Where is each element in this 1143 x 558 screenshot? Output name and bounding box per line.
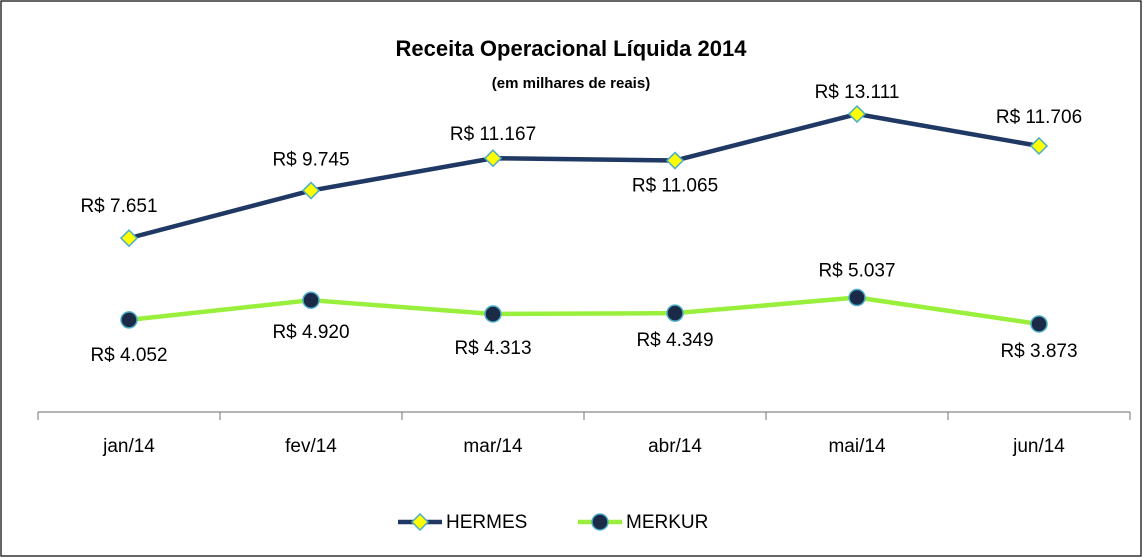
marker — [484, 305, 502, 323]
data-label: R$ 13.111 — [815, 82, 900, 103]
data-label: R$ 4.052 — [90, 345, 167, 366]
x-tick-label: jan/14 — [102, 436, 155, 457]
marker — [665, 151, 685, 170]
marker — [301, 181, 321, 200]
x-tick-label: fev/14 — [285, 436, 337, 457]
legend-label: MERKUR — [626, 512, 708, 533]
data-label: R$ 4.349 — [636, 330, 713, 351]
x-tick-label: mai/14 — [828, 436, 885, 457]
data-label: R$ 5.037 — [818, 261, 895, 282]
chart-title: Receita Operacional Líquida 2014 — [396, 36, 748, 61]
marker — [847, 104, 867, 124]
data-label: R$ 11.706 — [996, 107, 1082, 128]
marker — [483, 149, 503, 168]
legend-marker — [410, 512, 430, 532]
marker — [119, 229, 139, 248]
series-line — [128, 295, 1040, 327]
data-label: R$ 9.745 — [272, 150, 349, 171]
data-label: R$ 11.167 — [450, 124, 536, 145]
legend-label: HERMES — [446, 512, 527, 533]
data-label: R$ 4.313 — [454, 338, 531, 359]
marker — [848, 288, 866, 307]
data-label: R$ 4.920 — [272, 322, 349, 343]
x-tick-label: mar/14 — [463, 436, 523, 457]
x-tick-label: jun/14 — [1012, 436, 1065, 457]
chart-subtitle: (em milhares de reais) — [492, 75, 650, 92]
data-label: R$ 7.651 — [80, 196, 157, 217]
legend-marker — [591, 513, 609, 531]
data-label: R$ 3.873 — [1000, 341, 1077, 362]
marker — [666, 304, 684, 322]
marker — [120, 311, 138, 329]
marker — [1029, 136, 1049, 156]
series-line — [128, 111, 1040, 241]
data-label: R$ 11.065 — [632, 176, 718, 197]
marker — [302, 291, 320, 309]
marker — [1030, 315, 1048, 333]
x-tick-label: abr/14 — [648, 436, 702, 457]
